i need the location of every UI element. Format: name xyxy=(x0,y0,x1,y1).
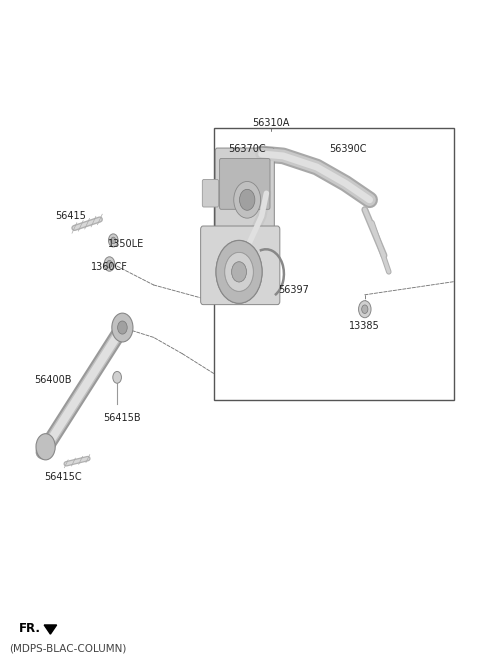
Text: 13385: 13385 xyxy=(349,321,380,331)
Text: 56390C: 56390C xyxy=(329,144,366,154)
Circle shape xyxy=(118,321,127,334)
Circle shape xyxy=(232,262,246,282)
Text: (MDPS-BLAC-COLUMN): (MDPS-BLAC-COLUMN) xyxy=(9,644,126,653)
Circle shape xyxy=(108,234,118,247)
Circle shape xyxy=(225,253,253,291)
Text: 56397: 56397 xyxy=(278,285,309,295)
Circle shape xyxy=(225,253,253,291)
Circle shape xyxy=(232,262,246,282)
Text: 56310A: 56310A xyxy=(252,118,290,128)
Text: 1360CF: 1360CF xyxy=(91,262,128,272)
Circle shape xyxy=(113,371,121,383)
Circle shape xyxy=(104,256,115,271)
Circle shape xyxy=(359,300,371,318)
Circle shape xyxy=(36,434,55,460)
Circle shape xyxy=(240,190,255,211)
Text: 1350LE: 1350LE xyxy=(108,239,144,249)
Text: 56415B: 56415B xyxy=(103,413,141,423)
Circle shape xyxy=(216,240,262,303)
Text: 56415C: 56415C xyxy=(44,472,82,482)
Circle shape xyxy=(107,260,112,268)
FancyBboxPatch shape xyxy=(203,180,219,207)
Text: 56400B: 56400B xyxy=(35,375,72,385)
Circle shape xyxy=(111,237,116,243)
Circle shape xyxy=(234,182,261,218)
Text: 56370C: 56370C xyxy=(228,144,265,154)
Polygon shape xyxy=(44,625,57,634)
Text: 56415: 56415 xyxy=(55,211,86,221)
Circle shape xyxy=(112,313,133,342)
Circle shape xyxy=(362,305,368,314)
FancyBboxPatch shape xyxy=(201,226,280,304)
FancyBboxPatch shape xyxy=(215,148,275,238)
Bar xyxy=(214,128,454,400)
Text: FR.: FR. xyxy=(19,623,41,636)
FancyBboxPatch shape xyxy=(220,159,270,209)
Circle shape xyxy=(216,240,262,303)
